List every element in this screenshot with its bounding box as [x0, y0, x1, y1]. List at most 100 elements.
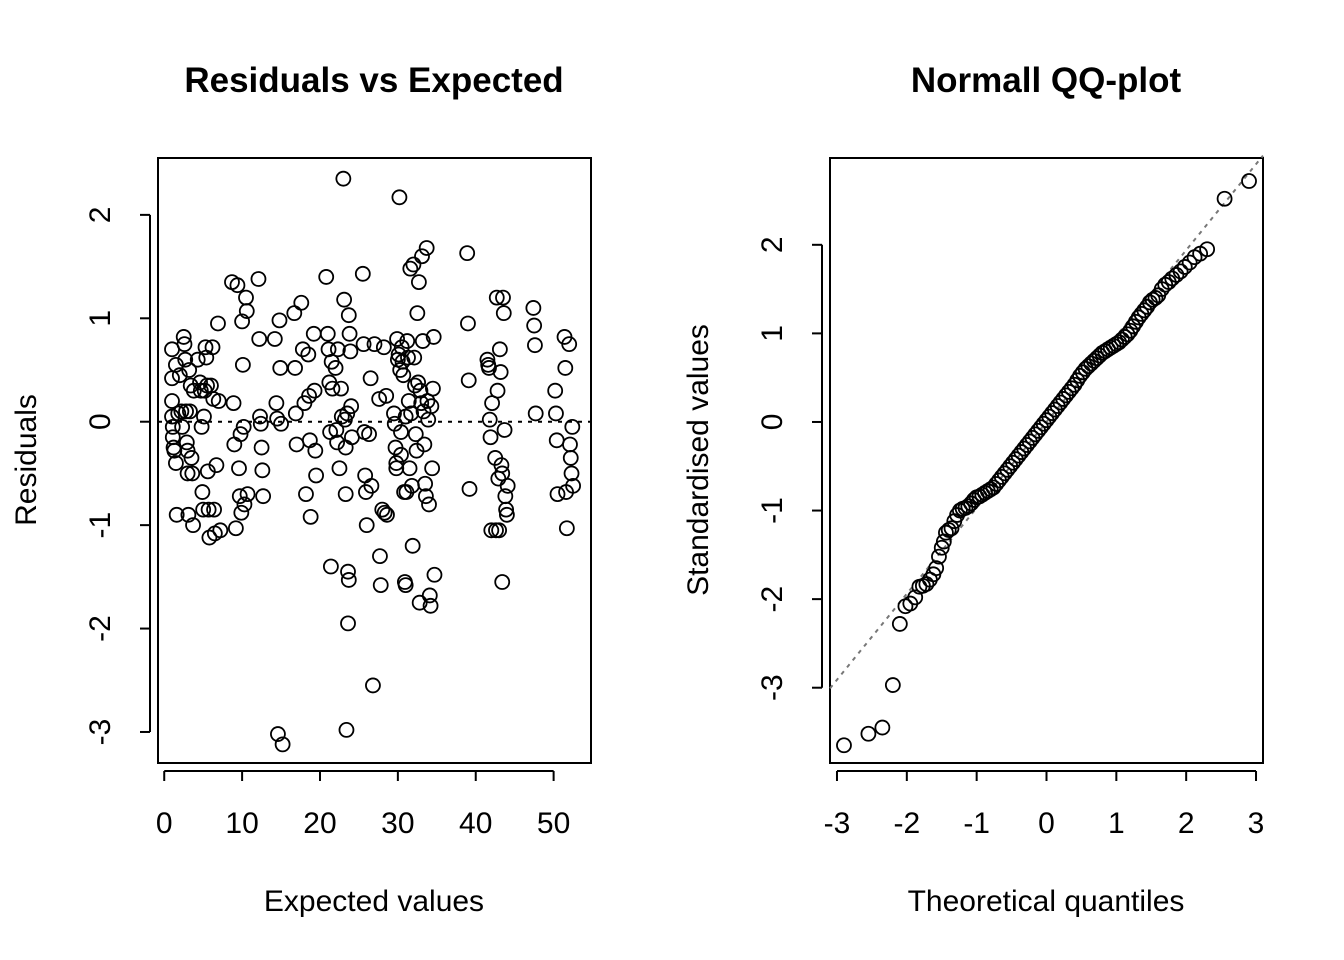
data-point	[193, 418, 210, 435]
data-point	[164, 370, 180, 387]
data-point	[494, 574, 511, 590]
y-tick-label: -2	[84, 615, 117, 642]
y-tick-label: 2	[756, 236, 789, 253]
x-tick-label: 1	[1108, 807, 1125, 840]
data-point	[358, 517, 375, 534]
data-point	[907, 589, 924, 606]
data-point	[196, 408, 212, 425]
data-point	[194, 484, 211, 500]
data-point	[234, 356, 251, 373]
data-point	[229, 277, 246, 294]
x-tick-label: -1	[963, 807, 990, 840]
data-point	[400, 393, 417, 409]
data-point	[940, 522, 957, 538]
data-point	[255, 488, 272, 505]
x-tick-label: 0	[1038, 807, 1055, 840]
data-point	[1241, 173, 1257, 189]
data-point	[164, 418, 181, 435]
data-point	[495, 305, 512, 322]
y-tick-label: 2	[84, 207, 117, 224]
data-point	[1181, 254, 1198, 271]
data-point	[401, 460, 418, 477]
data-point	[406, 349, 423, 366]
data-point	[982, 481, 999, 498]
data-point	[374, 501, 391, 518]
data-point	[362, 370, 379, 387]
data-point	[388, 455, 405, 471]
x-tick-label: 50	[537, 807, 570, 840]
data-point	[488, 289, 505, 306]
y-axis-label: Residuals	[10, 394, 43, 526]
residuals-panel: Residuals vs Expected Expected values Re…	[10, 61, 592, 918]
data-point	[232, 426, 249, 443]
data-point	[386, 405, 402, 422]
x-axis-label: Theoretical quantiles	[908, 885, 1185, 918]
data-point	[178, 434, 195, 451]
data-point	[179, 465, 196, 482]
data-point	[357, 467, 374, 484]
data-point	[208, 457, 225, 474]
data-point	[395, 367, 412, 384]
data-point	[378, 387, 395, 404]
x-tick-label: 20	[303, 807, 336, 840]
data-point	[273, 415, 289, 432]
data-point	[414, 248, 430, 265]
data-point	[376, 504, 393, 521]
data-point	[226, 436, 243, 453]
data-point	[491, 522, 508, 539]
data-point	[1216, 190, 1233, 207]
data-point	[366, 336, 383, 353]
data-point	[239, 486, 256, 503]
data-point	[1199, 241, 1216, 258]
x-tick-label: -3	[824, 807, 851, 840]
data-point	[557, 360, 574, 376]
data-point	[198, 349, 215, 366]
x-tick-label: 0	[156, 807, 173, 840]
data-point	[231, 488, 248, 505]
data-point	[495, 289, 511, 306]
data-points	[836, 173, 1257, 754]
data-point	[252, 415, 269, 432]
data-point	[525, 300, 542, 316]
data-point	[527, 337, 543, 354]
data-point	[425, 329, 442, 345]
data-point	[254, 462, 271, 479]
data-point	[322, 558, 339, 575]
data-point	[1114, 331, 1130, 348]
data-point	[168, 455, 184, 471]
data-point	[391, 189, 408, 206]
x-tick-label: 10	[225, 807, 258, 840]
data-point	[197, 339, 214, 356]
data-point	[459, 245, 476, 262]
y-tick-label: 0	[84, 413, 117, 430]
data-point	[342, 343, 359, 360]
data-point	[423, 398, 440, 415]
data-point	[253, 439, 270, 456]
data-point	[407, 377, 423, 394]
data-point	[231, 460, 247, 477]
data-point	[340, 563, 356, 580]
data-point	[227, 520, 244, 537]
data-point	[269, 410, 286, 427]
data-point	[327, 360, 344, 376]
data-point	[171, 367, 188, 384]
data-point	[549, 486, 566, 503]
data-point	[343, 398, 360, 415]
data-point	[404, 537, 421, 554]
data-point	[324, 380, 341, 397]
data-point	[420, 411, 437, 428]
data-point	[1111, 334, 1128, 351]
data-point	[308, 467, 324, 484]
data-point	[250, 271, 267, 287]
data-point	[298, 486, 314, 503]
data-point	[301, 387, 317, 404]
data-point	[174, 418, 191, 435]
chart-title: Residuals vs Expected	[184, 61, 563, 100]
data-point	[328, 422, 345, 438]
data-point	[418, 240, 435, 256]
data-point	[547, 382, 564, 399]
data-point	[338, 722, 355, 738]
x-tick-label: 30	[381, 807, 414, 840]
data-point	[331, 460, 348, 477]
